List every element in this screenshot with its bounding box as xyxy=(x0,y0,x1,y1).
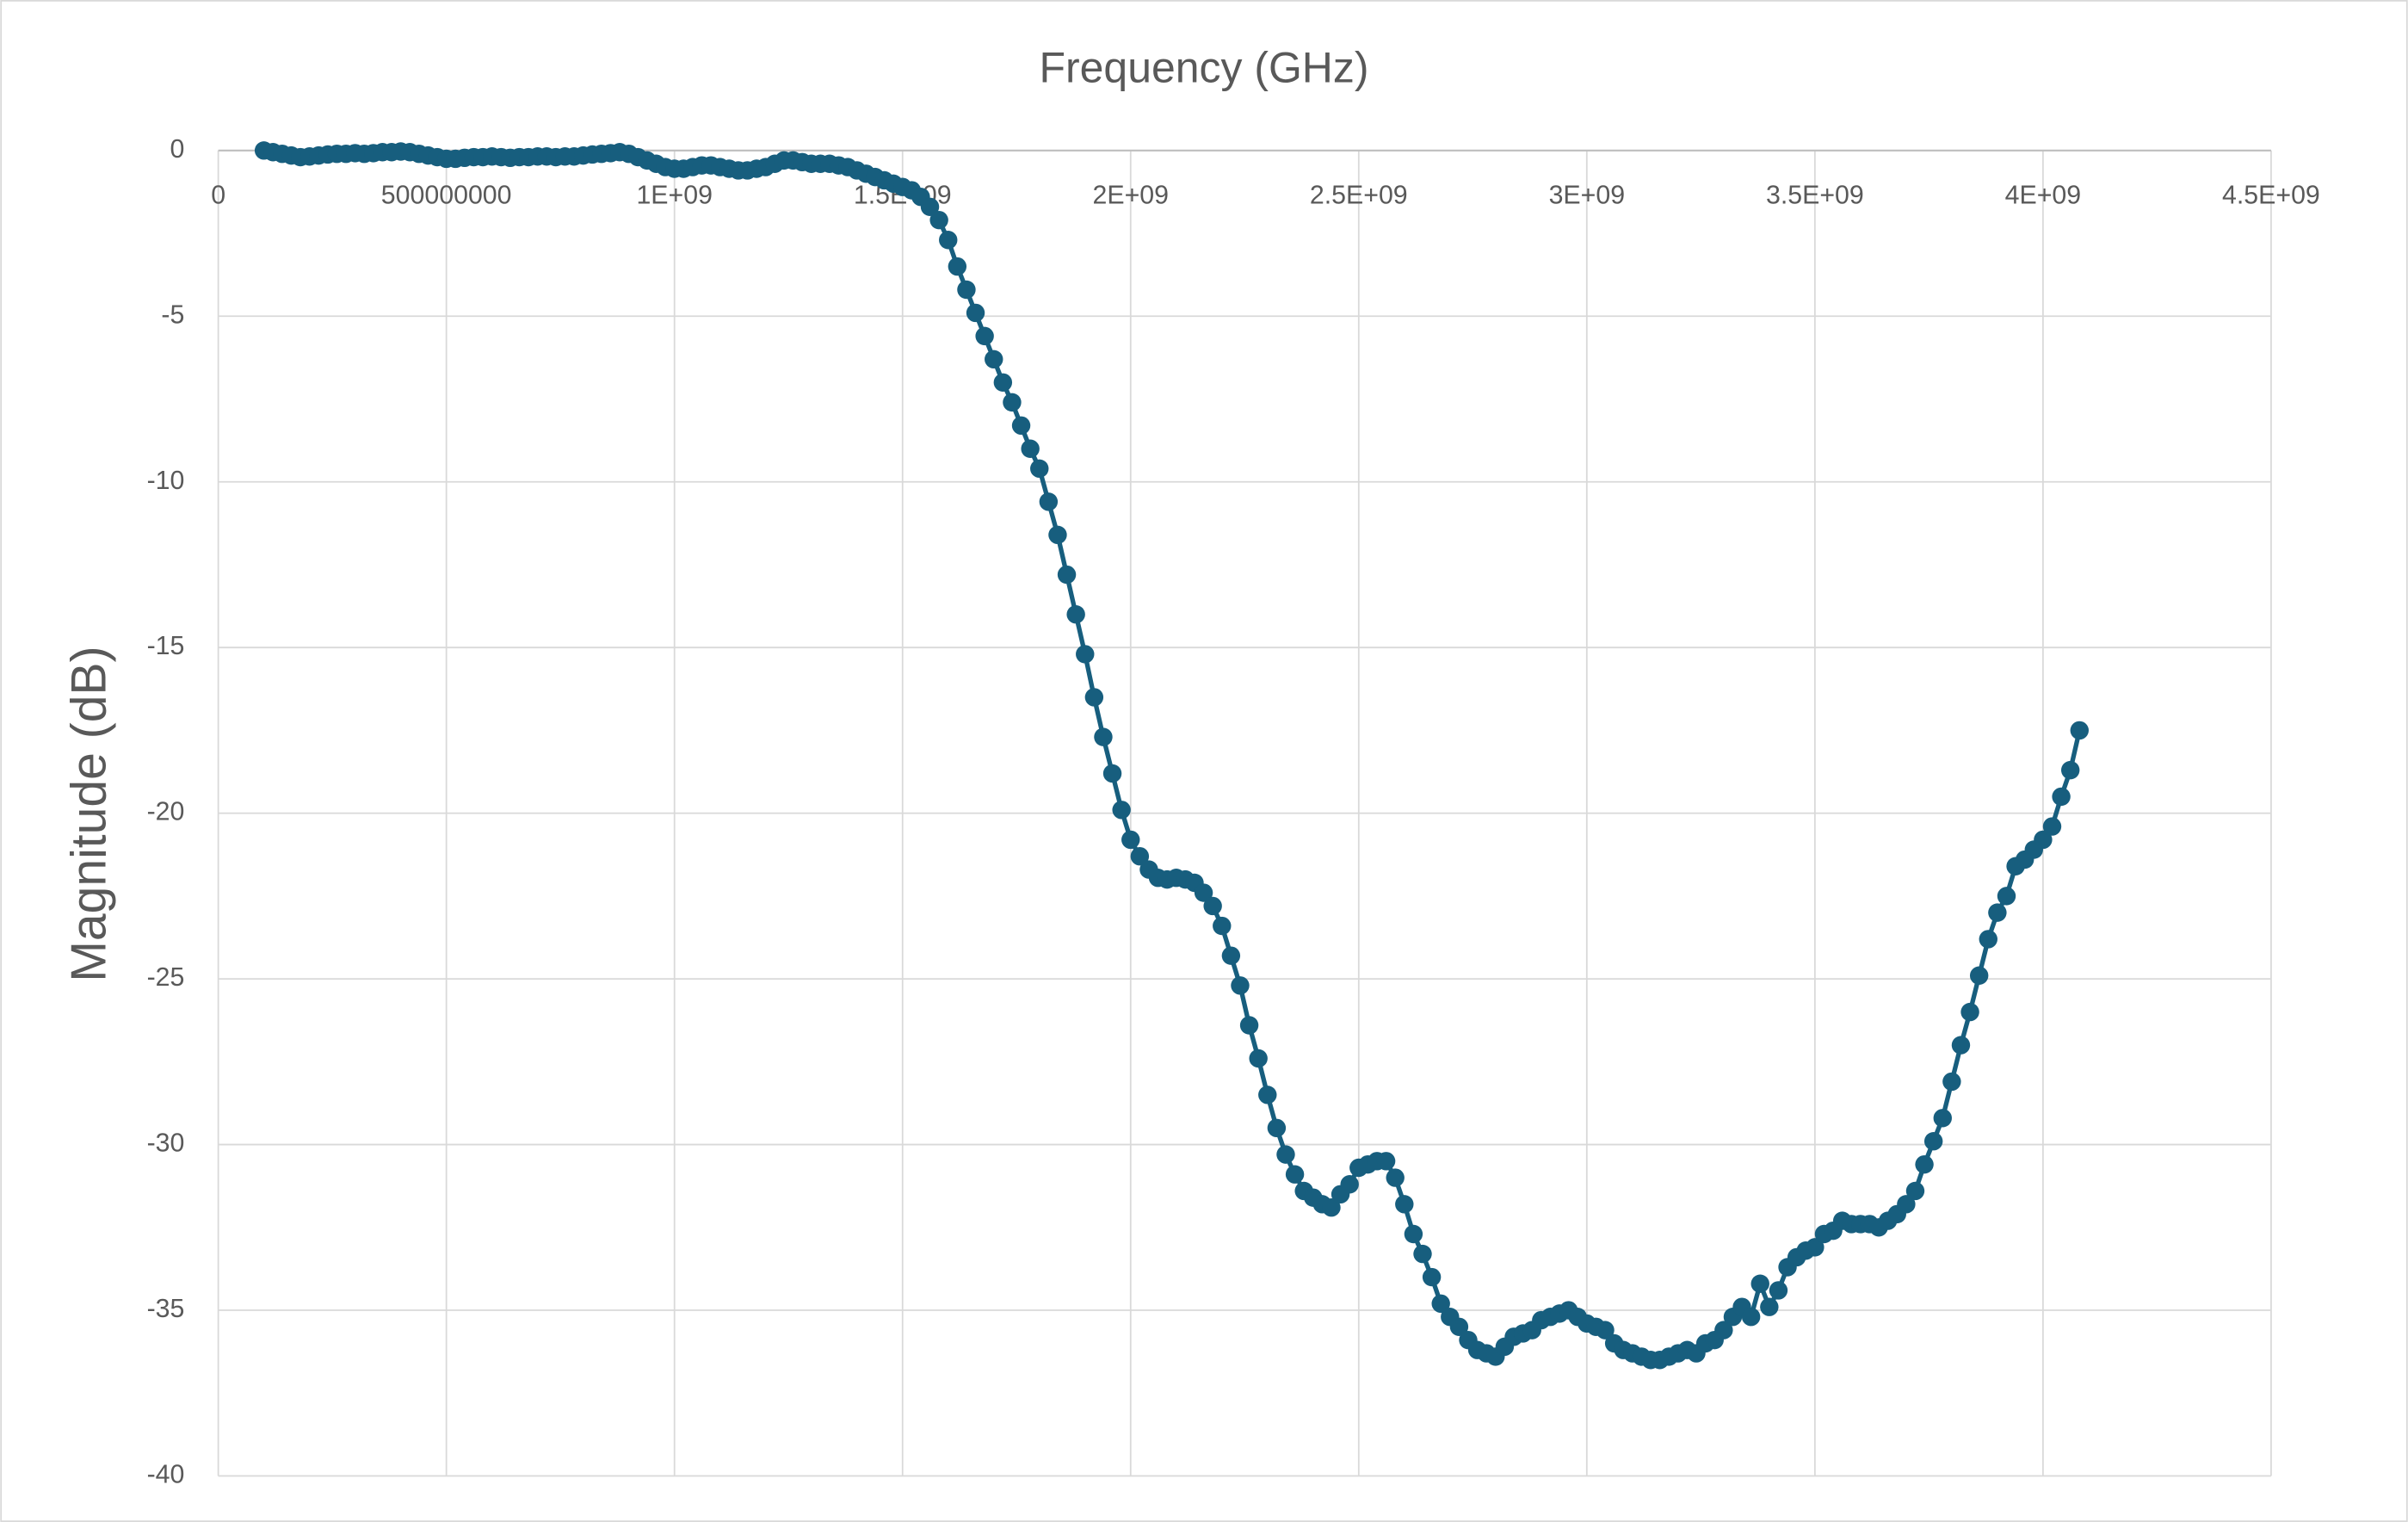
data-point xyxy=(1979,930,1997,949)
x-tick-label: 0 xyxy=(211,181,225,209)
data-point xyxy=(1905,1181,1925,1201)
data-point xyxy=(1386,1168,1405,1187)
data-point xyxy=(2034,830,2053,850)
y-tick-label: -30 xyxy=(147,1129,185,1158)
data-point xyxy=(1276,1145,1295,1164)
data-point xyxy=(939,231,958,250)
data-point xyxy=(1741,1308,1761,1327)
data-point xyxy=(1221,946,1241,965)
data-point xyxy=(1021,439,1040,458)
y-tick-label: -10 xyxy=(147,467,185,495)
data-point xyxy=(1285,1165,1305,1184)
data-point xyxy=(929,210,948,230)
x-tick-label: 3.5E+09 xyxy=(1766,181,1864,209)
data-point xyxy=(1121,830,1140,850)
data-point xyxy=(1431,1294,1450,1314)
y-tick-label: -15 xyxy=(147,632,185,660)
y-tick-label: -20 xyxy=(147,798,185,826)
data-point xyxy=(1249,1049,1268,1068)
y-tick-label: -40 xyxy=(147,1460,185,1488)
data-point xyxy=(1449,1317,1469,1336)
data-point xyxy=(1039,492,1059,511)
data-point xyxy=(1076,645,1095,664)
data-point xyxy=(1395,1195,1414,1214)
plot xyxy=(254,141,2089,1370)
data-point xyxy=(1897,1195,1916,1214)
data-point xyxy=(1413,1244,1432,1264)
y-axis-title: Magnitude (dB) xyxy=(61,646,116,981)
data-point xyxy=(1194,883,1213,902)
data-point xyxy=(966,303,985,323)
chart-title: Frequency (GHz) xyxy=(1040,43,1369,91)
data-point xyxy=(1340,1175,1359,1194)
x-tick-label: 1E+09 xyxy=(636,181,713,209)
y-tick-label: 0 xyxy=(170,135,185,164)
data-point xyxy=(948,257,967,276)
y-tick-label: -25 xyxy=(147,963,185,992)
data-point xyxy=(1112,801,1131,820)
data-point xyxy=(1760,1297,1779,1316)
data-point xyxy=(993,373,1013,392)
data-point xyxy=(2060,760,2080,780)
data-point xyxy=(1057,565,1077,585)
x-tick-label: 3E+09 xyxy=(1549,181,1625,209)
data-point xyxy=(1084,688,1104,707)
data-point xyxy=(2042,817,2062,836)
data-point xyxy=(957,280,976,300)
data-point xyxy=(1239,1016,1259,1035)
data-point xyxy=(1988,903,2007,922)
data-point xyxy=(2052,787,2071,807)
data-point xyxy=(1011,416,1031,436)
data-point xyxy=(1596,1321,1615,1339)
data-point xyxy=(1997,887,2016,906)
data-point xyxy=(1322,1197,1341,1217)
x-tick-label: 500000000 xyxy=(381,181,512,209)
y-tick-label: -5 xyxy=(161,300,184,329)
data-point xyxy=(1213,916,1232,936)
y-tick-label: -35 xyxy=(147,1295,185,1323)
x-tick-label: 4.5E+09 xyxy=(2222,181,2320,209)
data-point xyxy=(1267,1118,1287,1138)
data-point xyxy=(1404,1224,1423,1244)
data-point xyxy=(1806,1238,1825,1257)
grid: 0-5-10-15-20-25-30-35-4005000000001E+091… xyxy=(147,135,2320,1489)
x-tick-label: 2E+09 xyxy=(1093,181,1170,209)
x-tick-label: 2.5E+09 xyxy=(1310,181,1408,209)
data-point xyxy=(920,197,940,216)
data-point xyxy=(1942,1072,1961,1092)
data-point xyxy=(1422,1267,1442,1287)
data-point xyxy=(1714,1321,1733,1339)
data-point xyxy=(1130,846,1150,866)
data-point xyxy=(1376,1152,1396,1171)
data-point xyxy=(1102,764,1122,783)
data-point xyxy=(1933,1109,1952,1128)
data-point xyxy=(1066,605,1085,624)
data-point xyxy=(1951,1036,1971,1055)
data-point xyxy=(1769,1281,1788,1300)
data-point xyxy=(1960,1002,1979,1022)
data-point xyxy=(1969,966,1989,985)
data-point xyxy=(1750,1274,1769,1293)
data-point xyxy=(1923,1132,1943,1151)
data-point xyxy=(1094,727,1113,746)
data-point xyxy=(2070,721,2089,740)
x-tick-label: 4E+09 xyxy=(2005,181,2082,209)
data-point xyxy=(1030,459,1049,479)
data-point xyxy=(1003,393,1022,412)
data-point xyxy=(975,326,994,346)
data-point xyxy=(1915,1154,1934,1174)
data-point xyxy=(985,350,1003,369)
data-point xyxy=(1048,525,1067,545)
data-point xyxy=(1231,976,1250,995)
data-point xyxy=(1258,1086,1277,1104)
data-point xyxy=(1203,896,1222,916)
